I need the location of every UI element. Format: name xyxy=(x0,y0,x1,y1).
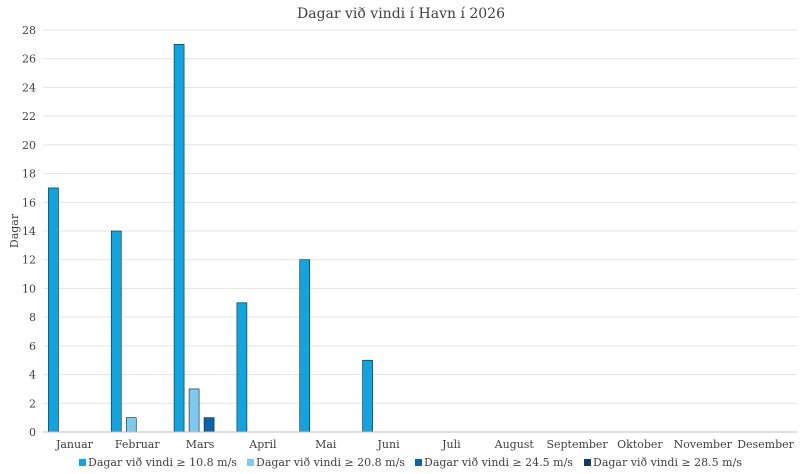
y-tick-label: 16 xyxy=(22,196,36,209)
bar-series1-juni xyxy=(362,359,373,433)
legend-swatch xyxy=(584,459,591,466)
x-tick-label: Oktober xyxy=(617,438,663,451)
x-tick-label: November xyxy=(674,438,733,451)
y-tick-label: 6 xyxy=(29,340,36,353)
legend-swatch xyxy=(415,459,422,466)
x-tick-label: Juli xyxy=(441,438,461,451)
x-tick-label: September xyxy=(546,438,608,451)
y-tick-label: 26 xyxy=(22,53,36,66)
x-tick-label: April xyxy=(248,438,277,451)
y-tick-label: 22 xyxy=(22,110,36,123)
y-tick-label: 0 xyxy=(29,426,36,439)
legend-label: Dagar við vindi ≥ 10.8 m/s xyxy=(88,456,237,469)
y-tick-label: 18 xyxy=(22,168,36,181)
x-tick-label: Mai xyxy=(315,438,337,451)
y-axis-label: Dagar xyxy=(8,213,21,248)
legend-item: Dagar við vindi ≥ 10.8 m/s xyxy=(79,456,237,469)
bar-series1-februar xyxy=(110,230,122,433)
chart-title: Dagar við vindi í Havn í 2026 xyxy=(297,6,505,22)
legend-label: Dagar við vindi ≥ 28.5 m/s xyxy=(593,456,742,469)
x-tick-label: Februar xyxy=(115,438,160,451)
y-tick-label: 24 xyxy=(22,81,36,94)
bar-series3-mars xyxy=(203,417,215,433)
gridlines xyxy=(43,29,797,404)
x-tick-label: Januar xyxy=(55,438,94,451)
bar-series1-mars xyxy=(173,44,185,433)
bar-series2-mars xyxy=(188,388,200,433)
y-tick-label: 4 xyxy=(29,369,36,382)
x-tick-label: Mars xyxy=(186,438,215,451)
x-axis-ticks: Januar Februar Mars April Mai Juni Juli August S… xyxy=(55,438,795,451)
y-tick-label: 10 xyxy=(22,282,36,295)
legend-label: Dagar við vindi ≥ 20.8 m/s xyxy=(256,456,405,469)
bar-series1-april xyxy=(236,302,248,433)
legend: Dagar við vindi ≥ 10.8 m/s Dagar við vind… xyxy=(79,456,742,469)
legend-swatch xyxy=(79,459,86,466)
y-tick-label: 14 xyxy=(22,225,36,238)
bar-series1-januar xyxy=(48,187,59,433)
y-tick-label: 12 xyxy=(22,254,36,267)
bars xyxy=(48,44,373,433)
y-tick-label: 28 xyxy=(22,24,36,37)
x-tick-label: August xyxy=(494,438,535,451)
legend-item: Dagar við vindi ≥ 28.5 m/s xyxy=(584,456,742,469)
bar-series2-februar xyxy=(125,417,137,433)
y-tick-label: 2 xyxy=(29,397,36,410)
y-tick-label: 8 xyxy=(29,311,36,324)
y-tick-label: 20 xyxy=(22,139,36,152)
legend-item: Dagar við vindi ≥ 24.5 m/s xyxy=(415,456,573,469)
bar-series1-mai xyxy=(299,259,311,433)
legend-swatch xyxy=(247,459,254,466)
x-tick-label: Juni xyxy=(377,438,401,451)
legend-label: Dagar við vindi ≥ 24.5 m/s xyxy=(424,456,573,469)
legend-item: Dagar við vindi ≥ 20.8 m/s xyxy=(247,456,405,469)
x-tick-label: Desember xyxy=(737,438,794,451)
